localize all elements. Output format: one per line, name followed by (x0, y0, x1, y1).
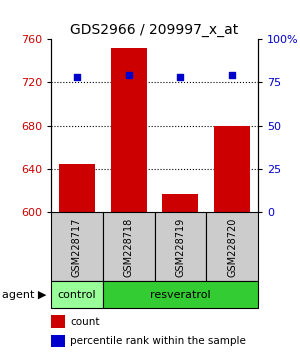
Point (178, 74, 183, 80)
Bar (110, 47, 147, 212)
FancyBboxPatch shape (51, 212, 103, 281)
Bar (59, 164, 95, 212)
Point (74, 74, 79, 80)
FancyBboxPatch shape (206, 212, 258, 281)
Text: GSM228717: GSM228717 (72, 217, 82, 276)
Bar (51, 335, 64, 347)
Bar (51, 315, 64, 328)
Text: GSM228719: GSM228719 (176, 217, 185, 276)
Text: count: count (70, 316, 100, 327)
Bar (214, 126, 250, 212)
FancyBboxPatch shape (103, 281, 258, 308)
Point (230, 73, 235, 78)
Point (126, 73, 131, 78)
FancyBboxPatch shape (51, 281, 103, 308)
Text: resveratrol: resveratrol (150, 290, 211, 300)
Title: GDS2966 / 209997_x_at: GDS2966 / 209997_x_at (70, 23, 239, 36)
FancyBboxPatch shape (103, 212, 154, 281)
Text: GSM228718: GSM228718 (124, 217, 134, 276)
Text: GSM228720: GSM228720 (227, 217, 237, 276)
FancyBboxPatch shape (154, 212, 206, 281)
Bar (162, 194, 199, 212)
Text: agent ▶: agent ▶ (2, 290, 46, 300)
Text: control: control (58, 290, 96, 300)
Text: percentile rank within the sample: percentile rank within the sample (70, 336, 246, 346)
